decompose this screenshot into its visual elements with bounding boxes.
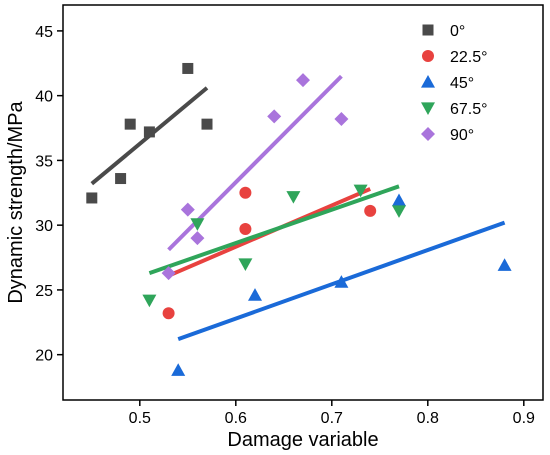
- data-point-series-3: [190, 218, 205, 231]
- y-tick-label: 35: [35, 153, 53, 170]
- legend-label: 0°: [450, 23, 465, 40]
- legend-marker-3: [421, 102, 435, 115]
- legend-marker-4: [421, 127, 435, 141]
- data-point-series-4: [334, 111, 349, 126]
- y-tick-label: 20: [35, 348, 53, 365]
- y-tick-label: 25: [35, 283, 53, 300]
- x-tick-label: 0.7: [321, 410, 343, 427]
- data-point-series-1: [239, 186, 252, 199]
- data-point-series-4: [296, 73, 310, 88]
- data-point-series-0: [115, 173, 127, 185]
- data-point-series-4: [190, 231, 205, 246]
- legend-label: 67.5°: [450, 101, 488, 118]
- data-point-series-0: [124, 118, 136, 130]
- data-point-series-2: [392, 193, 406, 207]
- data-point-series-3: [142, 294, 157, 308]
- data-point-series-2: [497, 258, 512, 271]
- fit-lines: [90, 74, 506, 342]
- legend-label: 90°: [450, 127, 474, 144]
- y-tick-label: 45: [35, 24, 53, 41]
- legend-label: 45°: [450, 75, 474, 92]
- data-point-series-0: [182, 62, 194, 74]
- legend: 0° 22.5° 45° 67.5° 90°: [421, 23, 488, 144]
- legend-marker-2: [421, 75, 435, 88]
- data-point-series-0: [201, 118, 213, 130]
- data-point-series-0: [86, 192, 98, 204]
- data-point-series-3: [392, 205, 406, 218]
- x-tick-label: 0.5: [129, 410, 151, 427]
- x-tick-label: 0.8: [417, 410, 439, 427]
- axis-ticks: 0.5 0.6 0.7 0.8 0.9 20 25 30 35 40 45: [35, 24, 535, 427]
- data-point-series-0: [143, 126, 155, 138]
- data-points: [86, 62, 512, 376]
- x-tick-label: 0.9: [513, 410, 535, 427]
- data-point-series-3: [353, 184, 368, 198]
- x-tick-label: 0.6: [225, 410, 247, 427]
- data-point-series-3: [238, 258, 253, 272]
- legend-label: 22.5°: [450, 49, 488, 66]
- data-point-series-2: [248, 288, 262, 301]
- fit-line-series-3: [148, 184, 400, 275]
- data-point-series-3: [286, 191, 301, 204]
- y-tick-label: 30: [35, 218, 53, 235]
- data-point-series-2: [334, 275, 349, 288]
- data-point-series-4: [180, 202, 195, 217]
- data-point-series-1: [239, 223, 252, 236]
- data-point-series-1: [364, 204, 377, 217]
- y-tick-label: 40: [35, 89, 53, 106]
- data-point-series-4: [161, 266, 176, 281]
- legend-marker-1: [422, 50, 434, 62]
- y-axis-title: Dynamic strength/MPa: [5, 100, 27, 303]
- data-point-series-1: [162, 307, 175, 320]
- plot-frame: [62, 4, 544, 401]
- legend-marker-0: [422, 24, 434, 36]
- data-point-series-2: [171, 363, 186, 376]
- data-point-series-4: [267, 109, 282, 124]
- x-axis-title: Damage variable: [227, 429, 378, 451]
